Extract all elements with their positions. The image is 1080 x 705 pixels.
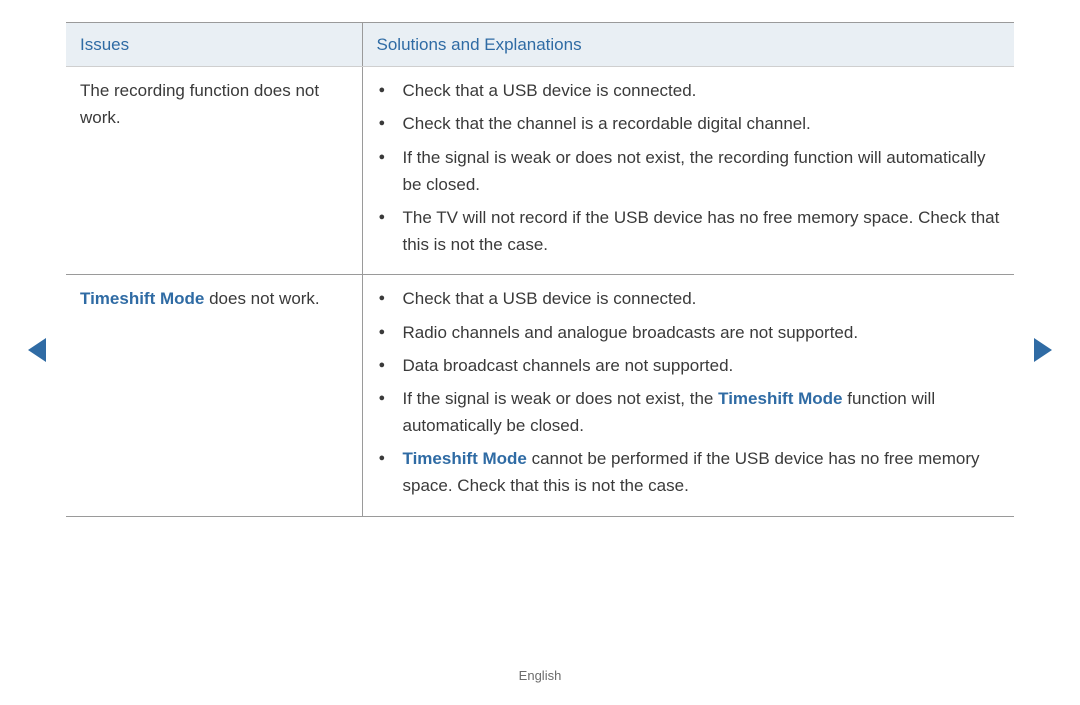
solution-text: Check that a USB device is connected.	[403, 289, 697, 308]
solution-cell: Check that a USB device is connected. Rad…	[362, 275, 1014, 516]
table-row: Timeshift Mode does not work.Check that …	[66, 275, 1014, 516]
list-item: Timeshift Mode cannot be performed if th…	[397, 445, 1001, 499]
solution-list: Check that a USB device is connected. Che…	[377, 77, 1001, 258]
solution-text: Check that the channel is a recordable d…	[403, 114, 811, 133]
list-item: Check that a USB device is connected.	[397, 77, 1001, 104]
page: Issues Solutions and Explanations The re…	[0, 0, 1080, 705]
solution-text: Check that a USB device is connected.	[403, 81, 697, 100]
issue-cell: Timeshift Mode does not work.	[66, 275, 362, 516]
issue-text: The recording function does not work.	[80, 81, 319, 127]
list-item: Data broadcast channels are not supporte…	[397, 352, 1001, 379]
solution-cell: Check that a USB device is connected. Che…	[362, 67, 1014, 275]
solution-text: Data broadcast channels are not supporte…	[403, 356, 734, 375]
solution-text: If the signal is weak or does not exist,…	[403, 389, 719, 408]
header-issues: Issues	[66, 23, 362, 67]
highlighted-term: Timeshift Mode	[403, 449, 527, 468]
troubleshooting-table: Issues Solutions and Explanations The re…	[66, 22, 1014, 517]
next-page-arrow-icon[interactable]	[1034, 338, 1052, 362]
list-item: The TV will not record if the USB device…	[397, 204, 1001, 258]
table-header: Issues Solutions and Explanations	[66, 23, 1014, 67]
table-row: The recording function does not work. Che…	[66, 67, 1014, 275]
highlighted-term: Timeshift Mode	[718, 389, 842, 408]
list-item: Check that a USB device is connected.	[397, 285, 1001, 312]
list-item: If the signal is weak or does not exist,…	[397, 385, 1001, 439]
header-solutions: Solutions and Explanations	[362, 23, 1014, 67]
list-item: Radio channels and analogue broadcasts a…	[397, 319, 1001, 346]
list-item: If the signal is weak or does not exist,…	[397, 144, 1001, 198]
prev-page-arrow-icon[interactable]	[28, 338, 46, 362]
issue-cell: The recording function does not work.	[66, 67, 362, 275]
solution-text: Radio channels and analogue broadcasts a…	[403, 323, 859, 342]
solution-text: The TV will not record if the USB device…	[403, 208, 1000, 254]
issue-text: does not work.	[204, 289, 319, 308]
solution-list: Check that a USB device is connected. Rad…	[377, 285, 1001, 499]
table-body: The recording function does not work. Che…	[66, 67, 1014, 516]
troubleshooting-table-wrap: Issues Solutions and Explanations The re…	[66, 22, 1014, 517]
highlighted-term: Timeshift Mode	[80, 289, 204, 308]
list-item: Check that the channel is a recordable d…	[397, 110, 1001, 137]
footer-language: English	[0, 666, 1080, 687]
solution-text: If the signal is weak or does not exist,…	[403, 148, 986, 194]
